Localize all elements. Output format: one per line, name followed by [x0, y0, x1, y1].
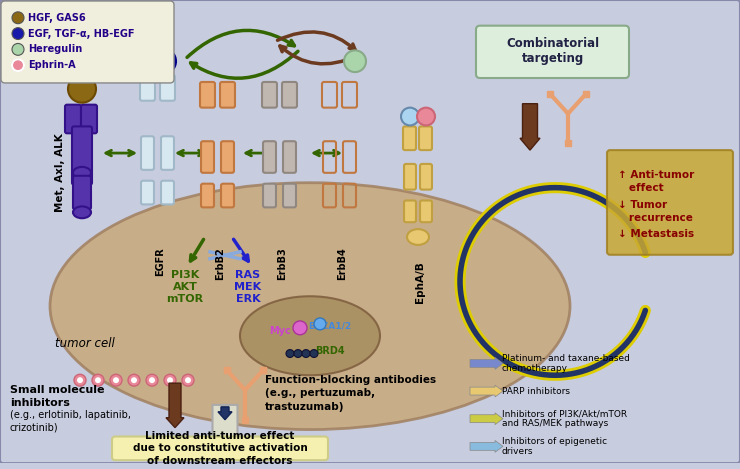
Circle shape — [185, 377, 191, 383]
Text: ErbB4: ErbB4 — [337, 247, 347, 280]
Text: Met, Axl, ALK: Met, Axl, ALK — [55, 134, 65, 212]
Text: Inhibitors of epigenetic
drivers: Inhibitors of epigenetic drivers — [502, 437, 607, 456]
Circle shape — [12, 59, 24, 71]
Circle shape — [167, 377, 173, 383]
FancyBboxPatch shape — [73, 176, 91, 209]
FancyArrow shape — [470, 385, 503, 397]
FancyBboxPatch shape — [404, 164, 416, 189]
FancyArrow shape — [470, 413, 503, 424]
Text: Inhibitors of PI3K/Akt/mTOR
and RAS/MEK pathways: Inhibitors of PI3K/Akt/mTOR and RAS/MEK … — [502, 409, 627, 428]
Circle shape — [146, 374, 158, 386]
Text: Function-blocking antibodies
(e.g., pertuzumab,
trastuzumab): Function-blocking antibodies (e.g., pert… — [265, 375, 436, 412]
FancyBboxPatch shape — [161, 181, 174, 204]
Text: Small molecule
inhibitors: Small molecule inhibitors — [10, 385, 104, 408]
Circle shape — [68, 75, 96, 103]
FancyBboxPatch shape — [283, 184, 296, 207]
Circle shape — [182, 374, 194, 386]
FancyBboxPatch shape — [221, 141, 234, 173]
FancyBboxPatch shape — [282, 82, 297, 108]
Circle shape — [131, 377, 137, 383]
Ellipse shape — [73, 167, 91, 179]
FancyBboxPatch shape — [419, 127, 432, 150]
FancyBboxPatch shape — [160, 75, 175, 101]
FancyBboxPatch shape — [404, 200, 416, 222]
Text: PI3K
AKT
mTOR: PI3K AKT mTOR — [166, 270, 204, 304]
Text: BRD4: BRD4 — [315, 346, 345, 356]
FancyArrow shape — [520, 104, 540, 150]
Circle shape — [113, 377, 119, 383]
FancyBboxPatch shape — [263, 184, 276, 207]
FancyBboxPatch shape — [141, 136, 154, 170]
Ellipse shape — [73, 206, 91, 218]
Circle shape — [401, 108, 419, 125]
FancyBboxPatch shape — [201, 141, 214, 173]
Circle shape — [12, 12, 24, 24]
Text: Myc: Myc — [269, 326, 291, 336]
FancyBboxPatch shape — [403, 127, 416, 150]
Text: ErbB2: ErbB2 — [215, 247, 225, 280]
FancyBboxPatch shape — [262, 82, 277, 108]
Circle shape — [164, 374, 176, 386]
Circle shape — [12, 44, 24, 55]
FancyBboxPatch shape — [420, 164, 432, 189]
FancyBboxPatch shape — [283, 141, 296, 173]
Ellipse shape — [50, 183, 570, 430]
Circle shape — [150, 48, 176, 74]
Text: PARP inhibitors: PARP inhibitors — [502, 386, 570, 395]
Circle shape — [77, 377, 83, 383]
FancyArrow shape — [207, 405, 243, 451]
Text: Combinatorial
targeting: Combinatorial targeting — [506, 38, 599, 65]
Text: Ephrin-A: Ephrin-A — [28, 60, 75, 70]
Text: EGF, TGF-α, HB-EGF: EGF, TGF-α, HB-EGF — [28, 29, 135, 38]
Circle shape — [417, 108, 435, 125]
Text: BRCA1/2: BRCA1/2 — [309, 321, 352, 330]
Text: HGF, GAS6: HGF, GAS6 — [28, 13, 86, 23]
Circle shape — [344, 50, 366, 72]
FancyBboxPatch shape — [112, 437, 328, 460]
Text: ↓ Metastasis: ↓ Metastasis — [618, 229, 694, 239]
Text: ErbB3: ErbB3 — [277, 247, 287, 280]
Text: (e.g., erlotinib, lapatinib,
crizotinib): (e.g., erlotinib, lapatinib, crizotinib) — [10, 410, 131, 432]
Circle shape — [110, 374, 122, 386]
Circle shape — [95, 377, 101, 383]
Circle shape — [128, 374, 140, 386]
Text: EGFR: EGFR — [155, 247, 165, 276]
Circle shape — [302, 349, 310, 357]
Text: Limited anti-tumor effect
due to constitutive activation
of downstream effectors: Limited anti-tumor effect due to constit… — [132, 431, 307, 466]
Circle shape — [74, 374, 86, 386]
FancyBboxPatch shape — [65, 105, 81, 133]
Text: ↑ Anti-tumor
   effect: ↑ Anti-tumor effect — [618, 170, 694, 193]
Ellipse shape — [407, 229, 429, 245]
FancyArrow shape — [166, 383, 184, 428]
FancyBboxPatch shape — [201, 184, 214, 207]
FancyBboxPatch shape — [420, 200, 432, 222]
Text: RAS
MEK
ERK: RAS MEK ERK — [235, 270, 261, 304]
FancyArrow shape — [470, 440, 503, 452]
Text: ↓ Tumor
   recurrence: ↓ Tumor recurrence — [618, 199, 693, 223]
Circle shape — [314, 318, 326, 330]
FancyBboxPatch shape — [200, 82, 215, 108]
Text: tumor cell: tumor cell — [55, 337, 115, 350]
Circle shape — [294, 349, 302, 357]
FancyBboxPatch shape — [263, 141, 276, 173]
Circle shape — [149, 377, 155, 383]
FancyBboxPatch shape — [140, 75, 155, 101]
FancyBboxPatch shape — [161, 136, 174, 170]
FancyBboxPatch shape — [607, 150, 733, 255]
Circle shape — [12, 28, 24, 39]
FancyBboxPatch shape — [81, 105, 97, 133]
Ellipse shape — [240, 296, 380, 375]
FancyArrow shape — [470, 357, 503, 369]
Circle shape — [310, 349, 318, 357]
FancyBboxPatch shape — [476, 26, 629, 78]
FancyBboxPatch shape — [1, 1, 174, 83]
Circle shape — [293, 321, 307, 335]
FancyBboxPatch shape — [141, 181, 154, 204]
Text: EphA/B: EphA/B — [415, 262, 425, 303]
Text: Platinum- and taxane-based
chemotherapy: Platinum- and taxane-based chemotherapy — [502, 354, 630, 373]
Circle shape — [12, 59, 24, 71]
FancyBboxPatch shape — [220, 82, 235, 108]
FancyArrow shape — [218, 407, 232, 420]
Circle shape — [286, 349, 294, 357]
